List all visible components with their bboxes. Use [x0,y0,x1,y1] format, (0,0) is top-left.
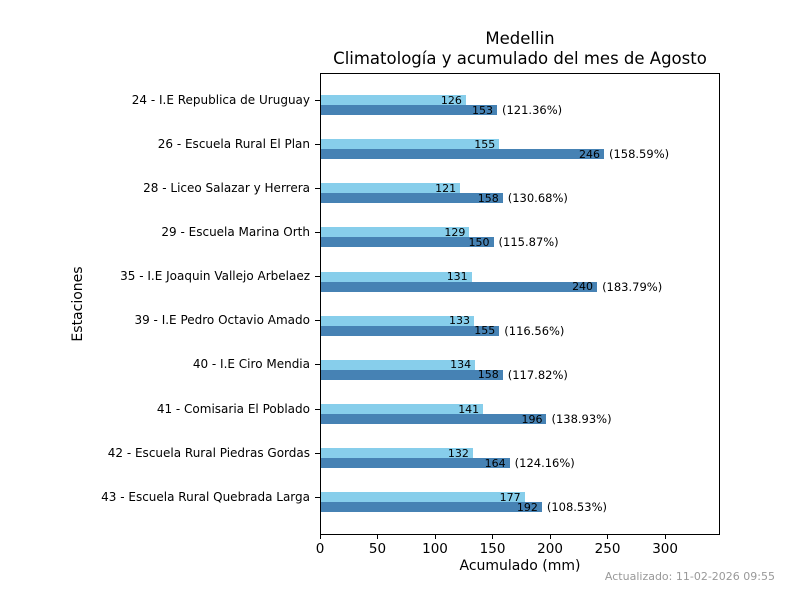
chart-title-line2: Climatología y acumulado del mes de Agos… [333,49,707,68]
x-tick [492,535,494,539]
bar-climatologia: 121 [321,182,461,195]
station-label: 26 - Escuela Rural El Plan [157,136,310,151]
station-label: 41 - Comisaria El Poblado [156,401,310,416]
bar-percent-label: (130.68%) [507,191,568,206]
y-tick [315,276,320,278]
bar-acumulado: 240 [321,280,598,293]
bar-climatologia: 155 [321,138,500,151]
x-tick-label: 300 [652,541,678,557]
bar-percent-label: (158.59%) [608,147,670,162]
bar-climatologia: 177 [321,491,525,504]
x-tick-label: 250 [594,541,621,557]
bar-percent-label: (117.82%) [507,367,568,382]
x-tick [434,535,436,539]
y-tick [315,231,320,233]
x-tick [549,535,551,539]
y-tick [315,143,320,145]
x-tick [319,535,321,539]
y-tick [315,99,320,101]
bar-acumulado: 192 [321,501,542,514]
bar-acumulado: 164 [321,457,510,470]
y-tick [315,452,320,454]
chart-title: Medellin Climatología y acumulado del me… [320,29,720,69]
x-axis-title: Acumulado (mm) [459,558,581,574]
bar-climatologia: 126 [321,94,466,107]
chart-title-line1: Medellin [485,29,555,48]
bar-acumulado: 158 [321,368,503,381]
bar-acumulado: 153 [321,104,497,117]
bar-percent-label: (183.79%) [602,279,663,294]
bar-percent-label: (124.16%) [514,456,575,471]
bar-acumulado: 158 [321,192,503,205]
y-tick [315,364,320,366]
x-tick-label: 100 [422,541,448,557]
x-tick-label: 200 [537,541,563,557]
x-tick [664,535,666,539]
bar-percent-label: (115.87%) [498,235,559,250]
y-tick [315,320,320,322]
bar-acumulado: 246 [321,148,604,161]
updated-timestamp: Actualizado: 11-02-2026 09:55 [604,570,775,583]
x-tick-label: 0 [315,541,325,557]
x-tick [607,535,609,539]
x-tick [377,535,378,539]
x-tick-label: 150 [479,541,506,557]
station-label: 43 - Escuela Rural Quebrada Larga [101,489,310,504]
x-tick-label: 50 [368,541,387,557]
y-tick [315,408,320,410]
station-label: 29 - Escuela Marina Orth [161,224,310,239]
station-label: 40 - I.E Ciro Mendia [192,357,310,372]
plot-area: 126 153 (121.36%) 155 246 (158.59%) 121 158 (130… [320,73,720,535]
bar-climatologia: 141 [321,403,484,416]
station-label: 35 - I.E Joaquin Vallejo Arbelaez [120,269,310,284]
station-label: 24 - I.E Republica de Uruguay [131,92,310,107]
bar-percent-label: (121.36%) [501,103,563,117]
station-label: 28 - Liceo Salazar y Herrera [143,180,310,195]
bar-acumulado: 155 [321,324,500,337]
station-label: 42 - Escuela Rural Piedras Gordas [107,445,310,460]
y-tick [315,496,320,498]
bar-climatologia: 134 [321,358,476,371]
bar-climatologia: 131 [321,270,472,283]
bar-climatologia: 129 [321,226,470,239]
bar-climatologia: 133 [321,314,474,327]
bar-percent-label: (108.53%) [546,500,607,515]
station-label: 39 - I.E Pedro Octavio Amado [134,313,310,328]
bar-climatologia: 132 [321,447,473,460]
bar-percent-label: (138.93%) [551,412,612,427]
bar-percent-label: (116.56%) [504,323,565,338]
bar-acumulado: 150 [321,236,494,249]
bar-acumulado: 196 [321,413,547,426]
y-tick [315,187,320,189]
